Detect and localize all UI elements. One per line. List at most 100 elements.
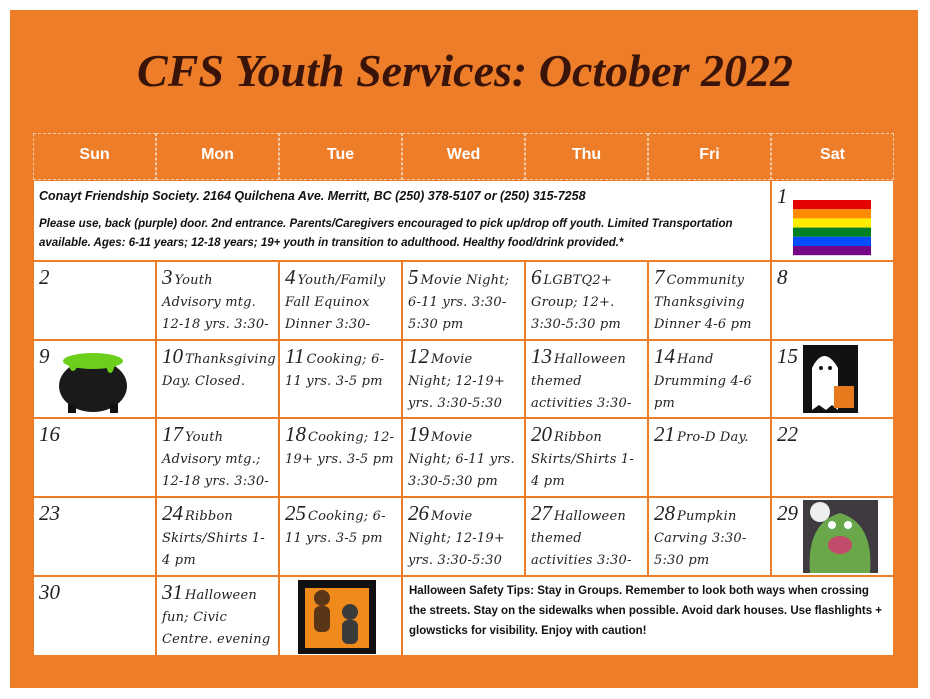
day-entry: 18 Cooking; 12-19+ yrs. 3-5 pm — [285, 422, 396, 470]
event-text: Cooking; 6-11 yrs. 3-5 pm — [285, 509, 386, 546]
day-entry: 30 — [39, 580, 150, 606]
weekday-header: Thu — [525, 133, 648, 180]
day-entry: 10 Thanksgiving Day. Closed. — [162, 344, 276, 392]
event-text: Hand Drumming 4-6 pm — [654, 352, 752, 411]
day-number: 22 — [777, 422, 798, 446]
title: CFS Youth Services: October 2022 — [137, 45, 793, 96]
day-number: 28 — [654, 501, 675, 525]
day-number: 12 — [408, 344, 429, 368]
day-entry: 25 Cooking; 6-11 yrs. 3-5 pm — [285, 501, 396, 549]
day-entry: 5 Movie Night; 6-11 yrs. 3:30-5:30 pm — [408, 265, 519, 335]
day-cell: 7 Community Thanksgiving Dinner 4-6 pm — [649, 262, 770, 339]
day-number: 15 — [777, 344, 798, 368]
day-number: 16 — [39, 422, 60, 446]
day-entry: 19 Movie Night; 6-11 yrs. 3:30-5:30 pm — [408, 422, 519, 492]
day-number: 19 — [408, 422, 429, 446]
day-cell: 30 — [34, 577, 155, 655]
day-number: 21 — [654, 422, 675, 446]
event-text: Halloween themed activities 3:30-5:30 pm — [531, 509, 632, 568]
weekday-header: Sat — [771, 133, 894, 180]
day-cell: 23 — [34, 498, 155, 575]
day-cell: 10 Thanksgiving Day. Closed. — [157, 341, 278, 417]
day-number: 24 — [162, 501, 183, 525]
day-entry: 9 — [39, 344, 150, 370]
event-text: Movie Night; 12-19+ yrs. 3:30-5:30 pm — [408, 352, 505, 411]
day-number: 4 — [285, 265, 296, 289]
event-text: LGBTQ2+ Group; 12+. 3:30-5:30 pm — [531, 273, 621, 332]
day-number: 30 — [39, 580, 60, 604]
day-number: 23 — [39, 501, 60, 525]
day-entry: 23 — [39, 501, 150, 527]
day-number: 25 — [285, 501, 306, 525]
day-number: 29 — [777, 501, 798, 525]
event-text: Youth Advisory mtg. 12-18 yrs. 3:30-5:30… — [162, 273, 269, 332]
day-entry: 29 — [777, 501, 888, 527]
day-cell: 19 Movie Night; 6-11 yrs. 3:30-5:30 pm — [403, 419, 524, 496]
day-number: 27 — [531, 501, 552, 525]
day-cell: Conayt Friendship Society. 2164 Quilchen… — [34, 181, 770, 260]
info-line: Please use, back (purple) door. 2nd entr… — [39, 218, 733, 249]
day-number: 8 — [777, 265, 788, 289]
event-text: Cooking; 6-11 yrs. 3-5 pm — [285, 352, 385, 389]
event-text: Movie Night; 6-11 yrs. 3:30-5:30 pm — [408, 273, 510, 332]
day-cell: 15 — [772, 341, 893, 417]
day-number: 5 — [408, 265, 419, 289]
day-number: 13 — [531, 344, 552, 368]
safety-tips: Halloween Safety Tips: Stay in Groups. R… — [409, 585, 883, 637]
weekday-header: Sun — [33, 133, 156, 180]
day-entry: 16 — [39, 422, 150, 448]
day-cell: 21 Pro-D Day. — [649, 419, 770, 496]
picture-cell — [280, 577, 401, 655]
day-cell: 29 — [772, 498, 893, 575]
day-cell: 28 Pumpkin Carving 3:30-5:30 pm — [649, 498, 770, 575]
event-text: Movie Night; 12-19+ yrs. 3:30-5:30 pm — [408, 509, 505, 568]
weekday-header: Tue — [279, 133, 402, 180]
event-text: Youth Advisory mtg.; 12-18 yrs. 3:30-5:3… — [162, 430, 269, 489]
day-cell: 16 — [34, 419, 155, 496]
day-entry: 20 Ribbon Skirts/Shirts 1-4 pm — [531, 422, 642, 492]
event-text: Halloween fun; Civic Centre. evening tim… — [162, 588, 271, 655]
day-number: 6 — [531, 265, 542, 289]
day-entry: 11 Cooking; 6-11 yrs. 3-5 pm — [285, 344, 396, 392]
day-number: 14 — [654, 344, 675, 368]
day-entry: 6 LGBTQ2+ Group; 12+. 3:30-5:30 pm — [531, 265, 642, 335]
day-cell: 6 LGBTQ2+ Group; 12+. 3:30-5:30 pm — [526, 262, 647, 339]
day-cell: 20 Ribbon Skirts/Shirts 1-4 pm — [526, 419, 647, 496]
info-line: Conayt Friendship Society. 2164 Quilchen… — [39, 189, 586, 203]
day-number: 2 — [39, 265, 50, 289]
event-text: Cooking; 12-19+ yrs. 3-5 pm — [285, 430, 395, 467]
day-entry: 21 Pro-D Day. — [654, 422, 765, 448]
day-number: 9 — [39, 344, 50, 368]
day-cell: 11 Cooking; 6-11 yrs. 3-5 pm — [280, 341, 401, 417]
day-cell: 2 — [34, 262, 155, 339]
day-entry: 22 — [777, 422, 888, 448]
event-text: Community Thanksgiving Dinner 4-6 pm — [654, 273, 752, 332]
weekday-header: Mon — [156, 133, 279, 180]
day-entry: 15 — [777, 344, 888, 370]
day-entry: 8 — [777, 265, 888, 291]
day-number: 10 — [162, 344, 183, 368]
event-text: Movie Night; 6-11 yrs. 3:30-5:30 pm — [408, 430, 515, 489]
event-text: Pumpkin Carving 3:30-5:30 pm — [654, 509, 747, 568]
day-number: 18 — [285, 422, 306, 446]
event-text: Halloween themed activities 3:30-5:30 pm — [531, 352, 632, 411]
day-number: 31 — [162, 580, 183, 604]
day-entry: 24 Ribbon Skirts/Shirts 1-4 pm — [162, 501, 273, 571]
event-text: Ribbon Skirts/Shirts 1-4 pm — [162, 509, 265, 568]
event-text: Ribbon Skirts/Shirts 1-4 pm — [531, 430, 634, 489]
day-entry: 2 — [39, 265, 150, 291]
